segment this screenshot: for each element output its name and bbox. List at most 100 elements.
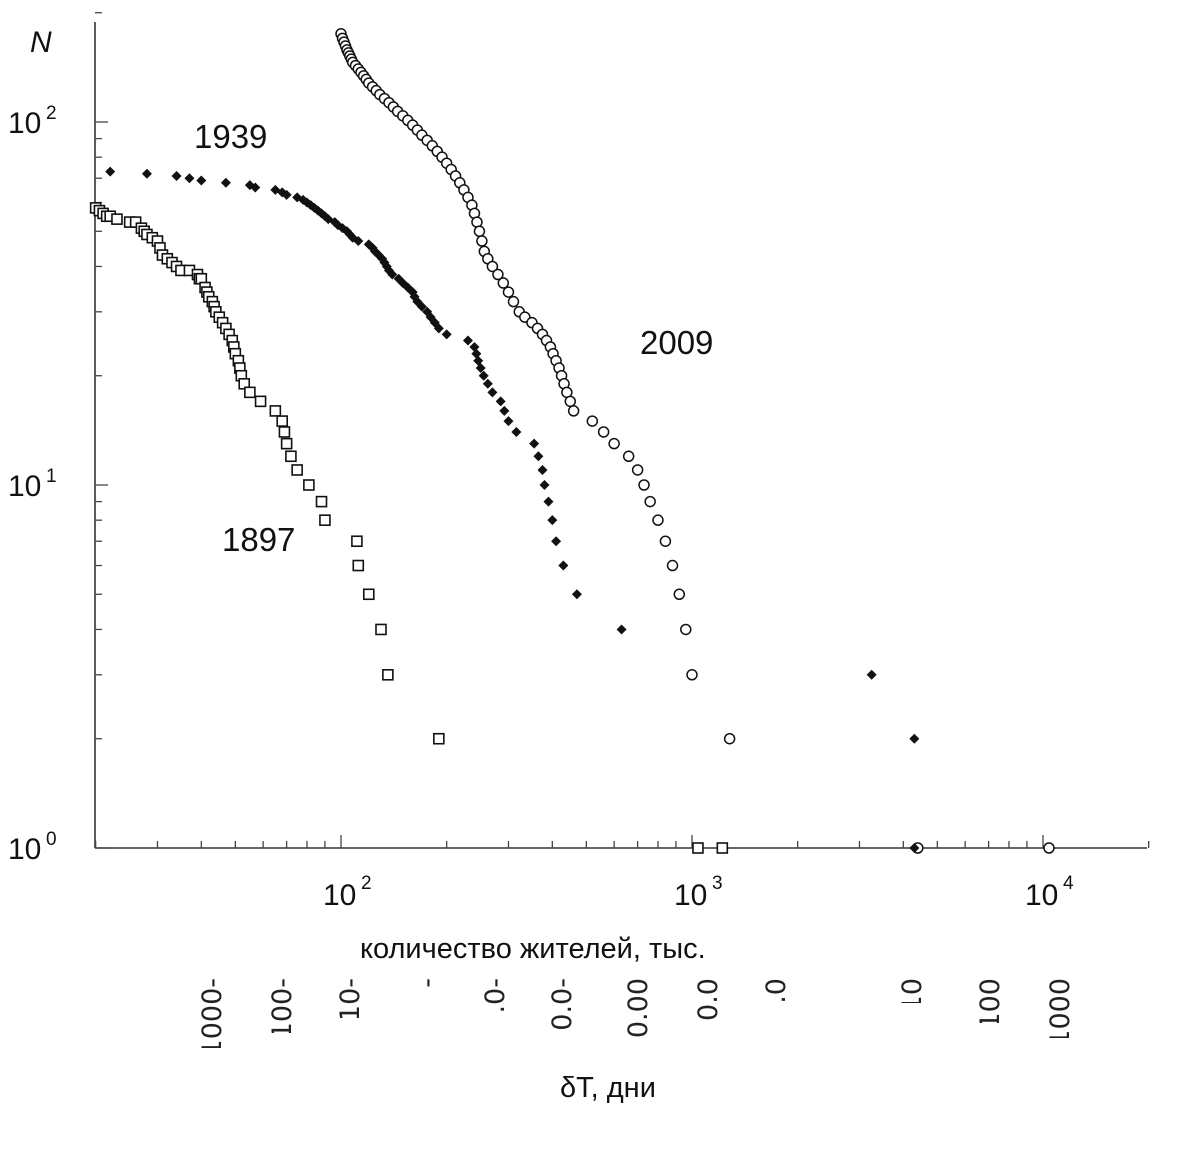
chart-marks [89,28,1055,854]
data-point-1939 [533,451,544,462]
data-point-1897 [315,495,328,508]
data-point-2009 [673,588,686,601]
data-point-1939 [141,168,152,179]
secondary-axis-tick-label: 1000 [1047,978,1074,1038]
x-tick-label: 10 3 [674,873,723,912]
y-tick-label: 10 0 [8,829,57,866]
x-tick-label-exponent: 3 [712,873,723,894]
data-point-2009 [652,514,664,526]
data-point-1897 [375,623,387,636]
data-point-1897 [382,669,394,681]
data-point-1939 [373,250,384,261]
series-label-1939: 1939 [194,118,267,155]
data-point-2009 [1043,842,1055,854]
data-point-1897 [111,213,123,225]
data-point-2009 [507,295,520,308]
secondary-axis-tick-label: - [414,978,441,994]
secondary-axis-tick-label: 10 [899,978,926,1003]
data-point-1897 [433,732,445,745]
data-point-2009 [476,235,488,247]
x-tick-label: 10 4 [1025,873,1074,912]
data-point-1939 [220,177,231,188]
data-point-1939 [250,182,261,193]
data-point-1939 [482,378,493,389]
y-tick-label-exponent: 2 [46,103,57,124]
x-tick-label-exponent: 2 [361,873,372,894]
secondary-axis-tick-label: -0.0 [549,978,576,1031]
data-point-1939 [543,496,554,507]
data-point-1939 [462,335,473,346]
data-point-1897 [692,842,704,854]
data-point-1939 [281,189,292,200]
data-point-1939 [909,843,920,853]
y-tick-label: 10 2 [8,103,57,140]
data-point-1939 [616,624,627,635]
data-point-1939 [184,173,195,184]
data-point-1939 [475,363,486,374]
data-point-2009 [564,395,577,408]
data-point-2009 [473,225,486,238]
data-point-2009 [680,623,692,636]
data-point-1897 [716,842,729,854]
y-tick-label: 10 1 [8,466,57,503]
data-point-1939 [539,480,550,490]
data-point-1897 [244,386,256,399]
data-point-2009 [492,268,504,281]
data-point-2009 [502,286,515,298]
data-point-1939 [571,589,582,600]
y-tick-label-exponent: 1 [46,466,57,487]
data-point-1939 [387,269,398,280]
chart-axes: 10 010 110 210 2 10 3 10 4N [8,12,1150,912]
data-point-2009 [644,495,656,508]
secondary-axis-label: δT, дни [560,1072,656,1104]
data-point-1939 [171,170,182,181]
data-point-1939 [478,370,489,381]
data-point-2009 [659,535,672,547]
data-point-1939 [558,560,569,571]
data-point-1939 [551,536,562,547]
chart-annotations: 1939 2009 1897 [194,118,713,558]
data-point-1939 [487,387,498,398]
x-tick-label: 10 2 [323,873,372,912]
data-point-1939 [196,175,207,186]
secondary-axis-tick-label: 100 [977,978,1004,1023]
series-label-1897: 1897 [222,521,295,558]
data-point-1897 [362,588,375,601]
data-point-1939 [353,236,364,247]
data-point-2009 [471,216,483,228]
data-point-1897 [303,479,315,491]
data-point-1897 [291,464,303,476]
data-point-1897 [352,559,365,572]
data-point-1897 [351,535,363,548]
data-point-2009 [486,260,499,273]
data-point-1897 [276,415,289,427]
data-point-1939 [416,301,427,312]
y-axis-label: N [30,26,52,59]
data-point-1939 [105,166,116,177]
data-point-2009 [638,479,650,491]
data-point-1897 [254,395,267,408]
data-point-1939 [499,405,510,416]
data-point-1939 [537,464,548,475]
secondary-axis-tick-label: 0.00 [625,978,652,1039]
y-tick-label-base: 10 [8,107,41,140]
x-axis-label: количество жителей, тыс. [360,933,706,965]
data-point-2009 [586,415,599,427]
data-point-1897 [319,514,331,526]
data-point-2009 [622,450,635,463]
data-point-1897 [278,426,291,438]
secondary-axis-tick-label: -0. [482,978,509,1018]
secondary-axis-tick-label: 0.0 [695,978,722,1021]
data-point-2009 [686,669,698,681]
data-point-1897 [280,437,293,450]
data-point-1939 [433,323,444,334]
data-point-2009 [567,405,580,417]
data-point-2009 [608,437,620,450]
data-point-2009 [631,464,644,476]
data-point-2009 [597,426,610,438]
secondary-axis-tick-label: 0. [763,978,790,1003]
secondary-axis-tick-label: -100 [269,978,296,1033]
data-point-2009 [666,559,679,572]
data-point-1939 [503,416,514,427]
